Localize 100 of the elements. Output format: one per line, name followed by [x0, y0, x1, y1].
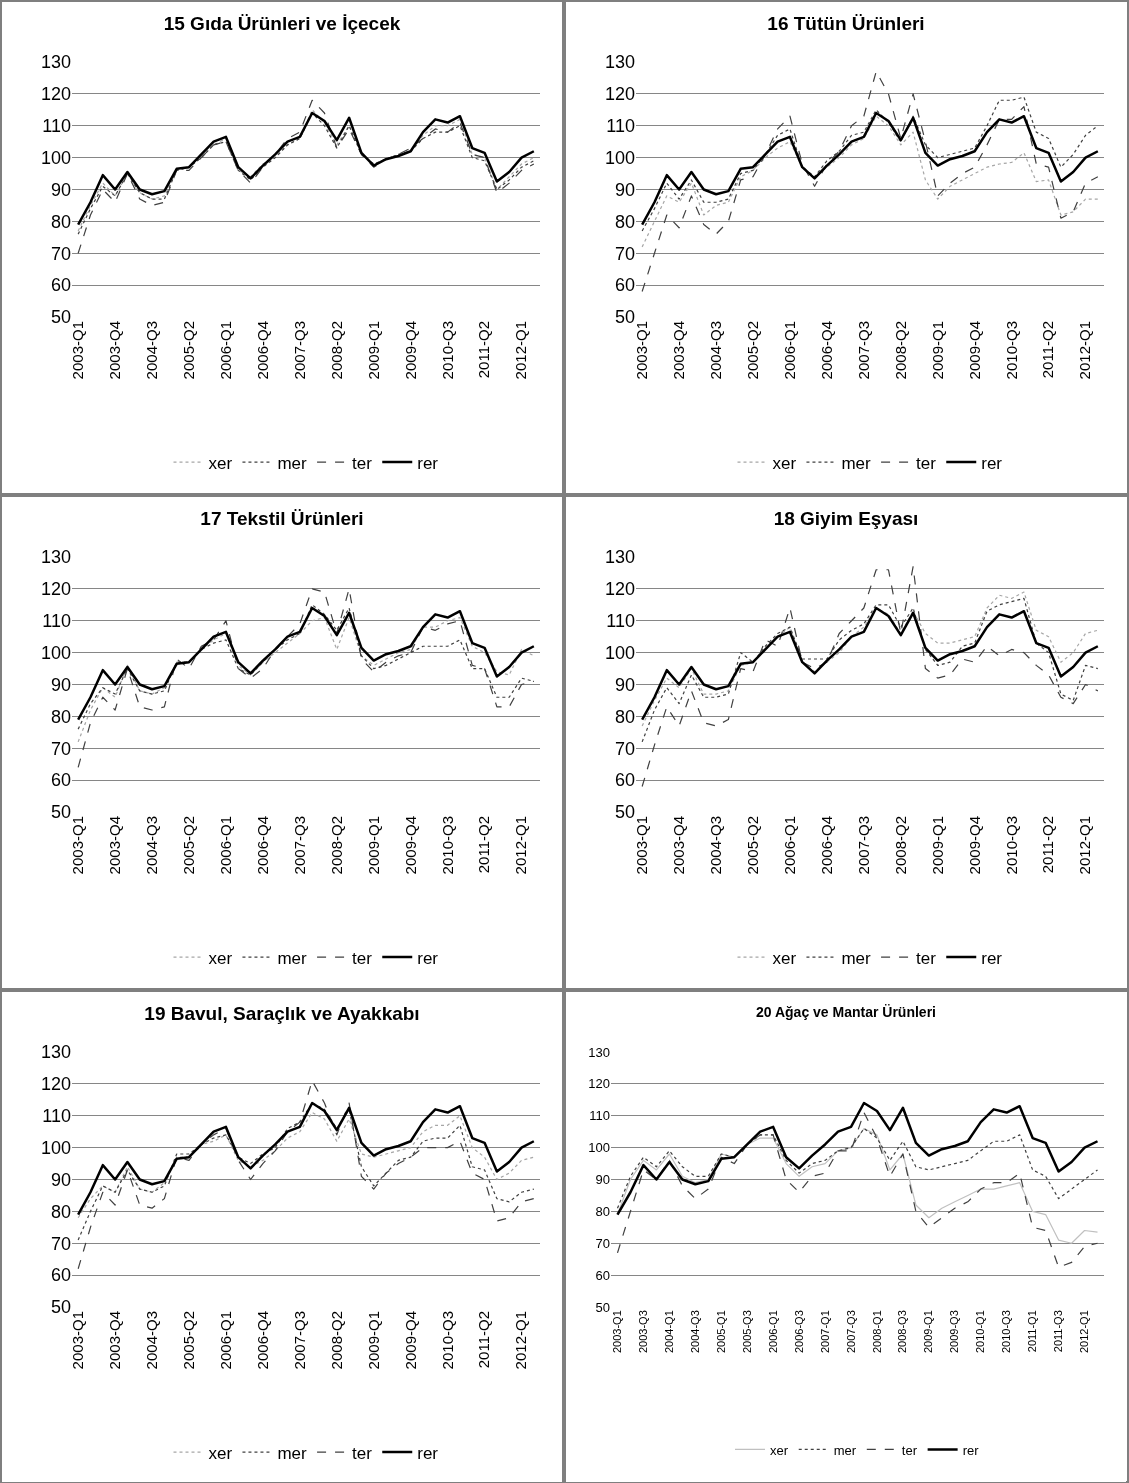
x-tick-label: 2009-Q4 [401, 816, 419, 875]
chart-title: 20 Ağaç ve Mantar Ürünleri [756, 1003, 936, 1020]
y-tick-label: 130 [588, 1044, 610, 1060]
legend-label: mer [277, 1443, 308, 1463]
legend-label: ter [352, 453, 373, 473]
x-tick-label: 2006-Q1 [766, 1310, 779, 1354]
x-tick-label: 2012-Q1 [512, 321, 530, 380]
x-tick-label: 2006-Q1 [216, 321, 234, 380]
y-tick-label: 100 [40, 1137, 71, 1158]
x-tick-label: 2012-Q1 [1076, 321, 1094, 380]
y-tick-label: 70 [614, 243, 635, 264]
legend-label: ter [916, 948, 937, 968]
legend-label: rer [417, 1443, 439, 1463]
x-tick-label: 2004-Q3 [142, 1311, 160, 1370]
x-tick-label: 2009-Q3 [948, 1310, 961, 1354]
y-tick-label: 110 [42, 116, 71, 137]
x-tick-label: 2008-Q2 [327, 321, 345, 380]
x-tick-label: 2006-Q1 [780, 321, 798, 380]
x-tick-label: 2010-Q3 [438, 1311, 456, 1370]
y-tick-label: 90 [50, 179, 71, 200]
x-tick-label: 2003-Q1 [69, 1311, 87, 1370]
x-tick-label: 2012-Q1 [512, 816, 530, 875]
y-tick-label: 90 [614, 674, 635, 695]
y-tick-label: 70 [595, 1235, 610, 1251]
x-tick-label: 2008-Q3 [896, 1310, 909, 1354]
legend-label: ter [901, 1442, 918, 1458]
x-tick-label: 2010-Q3 [438, 816, 456, 875]
legend-label: rer [981, 453, 1003, 473]
y-tick-label: 130 [604, 547, 635, 568]
legend-label: xer [772, 453, 797, 473]
x-tick-label: 2011-Q3 [1052, 1310, 1065, 1353]
y-tick-label: 60 [614, 770, 635, 791]
legend-label: mer [841, 948, 872, 968]
chart-title: 19 Bavul, Saraçlık ve Ayakkabı [144, 1003, 420, 1024]
legend-label: ter [916, 453, 937, 473]
y-tick-label: 50 [595, 1299, 610, 1315]
y-tick-label: 130 [40, 547, 71, 568]
x-tick-label: 2011-Q2 [1039, 816, 1057, 874]
x-tick-label: 2003-Q1 [69, 321, 87, 380]
x-tick-label: 2011-Q2 [475, 1311, 493, 1369]
y-tick-label: 100 [604, 147, 635, 168]
x-tick-label: 2008-Q2 [891, 321, 909, 380]
x-tick-label: 2003-Q1 [633, 816, 651, 875]
x-tick-label: 2008-Q2 [327, 816, 345, 875]
y-tick-label: 100 [604, 642, 635, 663]
y-tick-label: 70 [50, 1233, 71, 1254]
x-tick-label: 2011-Q2 [1039, 321, 1057, 379]
y-tick-label: 130 [40, 52, 71, 73]
x-tick-label: 2005-Q2 [179, 1311, 197, 1370]
x-tick-label: 2004-Q3 [706, 321, 724, 380]
y-tick-label: 110 [606, 116, 635, 137]
x-tick-label: 2006-Q1 [216, 1311, 234, 1370]
x-tick-label: 2009-Q1 [364, 321, 382, 380]
x-tick-label: 2009-Q1 [928, 816, 946, 875]
y-tick-label: 60 [614, 275, 635, 296]
y-tick-label: 110 [42, 1106, 71, 1127]
x-tick-label: 2009-Q4 [401, 1311, 419, 1370]
x-tick-label: 2006-Q1 [780, 816, 798, 875]
y-tick-label: 130 [604, 52, 635, 73]
x-tick-label: 2011-Q2 [475, 321, 493, 379]
x-tick-label: 2010-Q3 [1002, 321, 1020, 380]
y-tick-label: 80 [614, 211, 635, 232]
legend-label: rer [962, 1442, 980, 1458]
x-tick-label: 2007-Q3 [290, 321, 308, 380]
y-tick-label: 70 [614, 738, 635, 759]
x-tick-label: 2006-Q4 [817, 321, 835, 380]
y-tick-label: 90 [50, 674, 71, 695]
x-tick-label: 2003-Q4 [669, 816, 687, 875]
x-tick-label: 2009-Q1 [928, 321, 946, 380]
legend-label: ter [352, 1443, 373, 1463]
x-tick-label: 2012-Q1 [512, 1311, 530, 1370]
y-tick-label: 50 [614, 307, 635, 328]
y-tick-label: 60 [50, 770, 71, 791]
y-tick-label: 120 [588, 1076, 610, 1092]
x-tick-label: 2009-Q4 [401, 321, 419, 380]
x-tick-label: 2003-Q3 [637, 1310, 650, 1354]
x-tick-label: 2006-Q4 [817, 816, 835, 875]
x-tick-label: 2004-Q3 [706, 816, 724, 875]
y-tick-label: 90 [595, 1172, 610, 1188]
x-tick-label: 2011-Q1 [1026, 1310, 1039, 1353]
x-tick-label: 2012-Q1 [1076, 816, 1094, 875]
x-tick-label: 2006-Q4 [253, 321, 271, 380]
x-tick-label: 2010-Q3 [1000, 1310, 1013, 1354]
x-tick-label: 2008-Q2 [327, 1311, 345, 1370]
y-tick-label: 90 [614, 179, 635, 200]
y-tick-label: 80 [595, 1203, 610, 1219]
x-tick-label: 2007-Q3 [854, 816, 872, 875]
y-tick-label: 80 [50, 706, 71, 727]
y-tick-label: 90 [50, 1169, 71, 1190]
y-tick-label: 80 [614, 706, 635, 727]
x-tick-label: 2008-Q2 [891, 816, 909, 875]
x-tick-label: 2007-Q3 [290, 816, 308, 875]
x-tick-label: 2009-Q4 [965, 321, 983, 380]
legend-label: ter [352, 948, 373, 968]
x-tick-label: 2007-Q3 [290, 1311, 308, 1370]
y-tick-label: 100 [40, 642, 71, 663]
chart-title: 16 Tütün Ürünleri [767, 13, 925, 34]
legend-label: xer [208, 453, 233, 473]
x-tick-label: 2008-Q1 [870, 1310, 883, 1354]
x-tick-label: 2007-Q3 [844, 1310, 857, 1354]
